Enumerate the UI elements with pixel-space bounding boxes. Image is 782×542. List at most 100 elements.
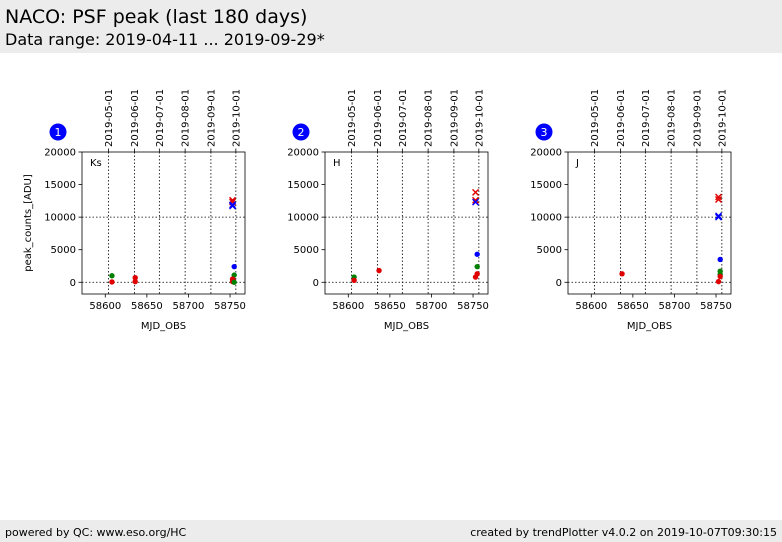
y-tick-label: 15000 bbox=[44, 180, 76, 191]
filter-label: J bbox=[575, 158, 579, 169]
y-tick-label: 0 bbox=[556, 278, 562, 289]
plot-frame bbox=[567, 151, 732, 295]
x-axis-label: MJD_OBS bbox=[141, 321, 186, 332]
data-point-dot bbox=[351, 277, 357, 284]
y-tick-label: 10000 bbox=[287, 213, 319, 224]
panel-number-badge bbox=[535, 123, 553, 141]
y-tick-label: 10000 bbox=[530, 213, 562, 224]
plot-frame bbox=[81, 151, 246, 295]
footer-credit: powered by QC: www.eso.org/HC bbox=[5, 526, 187, 539]
data-point-dot bbox=[109, 279, 115, 285]
y-tick-label: 0 bbox=[70, 278, 76, 289]
data-point-cross-stroke bbox=[229, 201, 237, 209]
plot-frame bbox=[324, 151, 489, 295]
data-point-dot bbox=[474, 263, 480, 270]
x-tick-label: 58600 bbox=[575, 301, 607, 312]
x-tick-label: 58700 bbox=[173, 301, 205, 312]
page-title: NACO: PSF peak (last 180 days) bbox=[5, 6, 308, 28]
data-point-dot bbox=[231, 279, 237, 285]
x-tick-label: 58750 bbox=[700, 301, 732, 312]
date-tick-label: 2019-08-01 bbox=[181, 89, 192, 147]
date-tick-label: 2019-06-01 bbox=[616, 89, 627, 147]
x-tick-label: 58650 bbox=[131, 301, 163, 312]
panel-number-label: 2 bbox=[298, 126, 305, 139]
chart-panel-j: 58600 58650 58700 58750 0 5000 10000 15000 20000… bbox=[530, 89, 732, 332]
chart-panel-h: 58600 58650 58700 58750 0 5000 10000 15000 20000… bbox=[287, 89, 489, 332]
data-range-subtitle: Data range: 2019-04-11 ... 2019-09-29* bbox=[5, 30, 325, 49]
date-tick-label: 2019-05-01 bbox=[104, 89, 115, 147]
data-point-dot bbox=[376, 267, 382, 274]
date-tick-label: 2019-10-01 bbox=[474, 89, 485, 147]
data-point-cross-stroke bbox=[229, 202, 237, 210]
x-tick-label: 58650 bbox=[374, 301, 406, 312]
filter-label: Ks bbox=[90, 158, 102, 169]
data-point-cross-stroke bbox=[472, 196, 480, 204]
x-tick-label: 58600 bbox=[89, 301, 121, 312]
data-point-cross bbox=[715, 213, 723, 221]
date-tick-label: 2019-08-01 bbox=[424, 89, 435, 147]
data-point-cross bbox=[229, 201, 237, 209]
chart-panel-ks: 58600 58650 58700 58750 0 5000 10000 15000 20000… bbox=[23, 89, 246, 332]
data-point-cross bbox=[715, 196, 723, 204]
data-point-cross bbox=[472, 188, 480, 196]
data-point-cross bbox=[472, 196, 480, 204]
data-point-dot bbox=[715, 278, 722, 285]
data-point-dot bbox=[717, 273, 723, 280]
data-point-dot bbox=[231, 263, 237, 270]
x-axis-label: MJD_OBS bbox=[627, 321, 672, 332]
data-point-cross-stroke bbox=[715, 212, 723, 220]
data-point-dot bbox=[132, 278, 138, 285]
date-tick-label: 2019-10-01 bbox=[717, 89, 728, 147]
date-tick-label: 2019-08-01 bbox=[667, 89, 678, 147]
psf-peak-charts: 58600 58650 58700 5875005000100001500020000… bbox=[23, 89, 732, 332]
panel-number-badge bbox=[292, 123, 310, 141]
data-point-dot bbox=[132, 275, 138, 281]
data-point-cross-stroke bbox=[472, 188, 480, 196]
x-tick-label: 58700 bbox=[659, 301, 691, 312]
page-header: NACO: PSF peak (last 180 days) Data rang… bbox=[0, 0, 782, 53]
date-tick-label: 2019-09-01 bbox=[206, 89, 217, 147]
y-tick-label: 15000 bbox=[530, 180, 562, 191]
x-tick-label: 58750 bbox=[214, 301, 246, 312]
y-tick-label: 5000 bbox=[294, 245, 319, 256]
date-tick-label: 2019-05-01 bbox=[590, 89, 601, 147]
y-tick-label: 5000 bbox=[51, 245, 76, 256]
panel-number-label: 1 bbox=[55, 126, 62, 139]
date-tick-label: 2019-09-01 bbox=[692, 89, 703, 147]
y-tick-label: 15000 bbox=[287, 180, 319, 191]
x-tick-label: 58750 bbox=[457, 301, 489, 312]
date-tick-label: 2019-09-01 bbox=[449, 89, 460, 147]
y-tick-label: 10000 bbox=[44, 213, 76, 224]
data-point-cross-stroke bbox=[472, 198, 480, 206]
data-point-dot bbox=[717, 256, 723, 263]
date-tick-label: 2019-10-01 bbox=[231, 89, 242, 147]
data-point-dot bbox=[109, 273, 115, 279]
date-tick-label: 2019-06-01 bbox=[373, 89, 384, 147]
filter-label: H bbox=[333, 158, 341, 169]
y-tick-label: 5000 bbox=[537, 245, 562, 256]
y-tick-label: 0 bbox=[313, 278, 319, 289]
data-point-cross-stroke bbox=[715, 193, 723, 201]
date-tick-label: 2019-07-01 bbox=[398, 89, 409, 147]
panel-number-badge bbox=[49, 123, 67, 141]
y-tick-label: 20000 bbox=[44, 148, 76, 159]
x-tick-label: 58600 bbox=[332, 301, 364, 312]
date-tick-label: 2019-07-01 bbox=[641, 89, 652, 147]
y-tick-label: 20000 bbox=[530, 148, 562, 159]
data-point-cross bbox=[715, 212, 723, 220]
data-point-cross bbox=[472, 198, 480, 206]
x-tick-label: 58650 bbox=[617, 301, 649, 312]
data-point-dot bbox=[472, 274, 479, 280]
y-axis-label: peak_counts_[ADU] bbox=[23, 174, 34, 272]
date-tick-label: 2019-06-01 bbox=[130, 89, 141, 147]
data-point-cross bbox=[715, 193, 723, 201]
data-point-cross-stroke bbox=[715, 196, 723, 204]
data-point-dot bbox=[619, 271, 625, 277]
page-footer: powered by QC: www.eso.org/HC created by… bbox=[0, 520, 782, 542]
data-point-cross bbox=[229, 202, 237, 210]
footer-generator: created by trendPlotter v4.0.2 on 2019-1… bbox=[470, 526, 777, 539]
x-axis-label: MJD_OBS bbox=[384, 321, 429, 332]
data-point-cross-stroke bbox=[715, 213, 723, 221]
x-tick-label: 58700 bbox=[416, 301, 448, 312]
date-tick-label: 2019-07-01 bbox=[155, 89, 166, 147]
